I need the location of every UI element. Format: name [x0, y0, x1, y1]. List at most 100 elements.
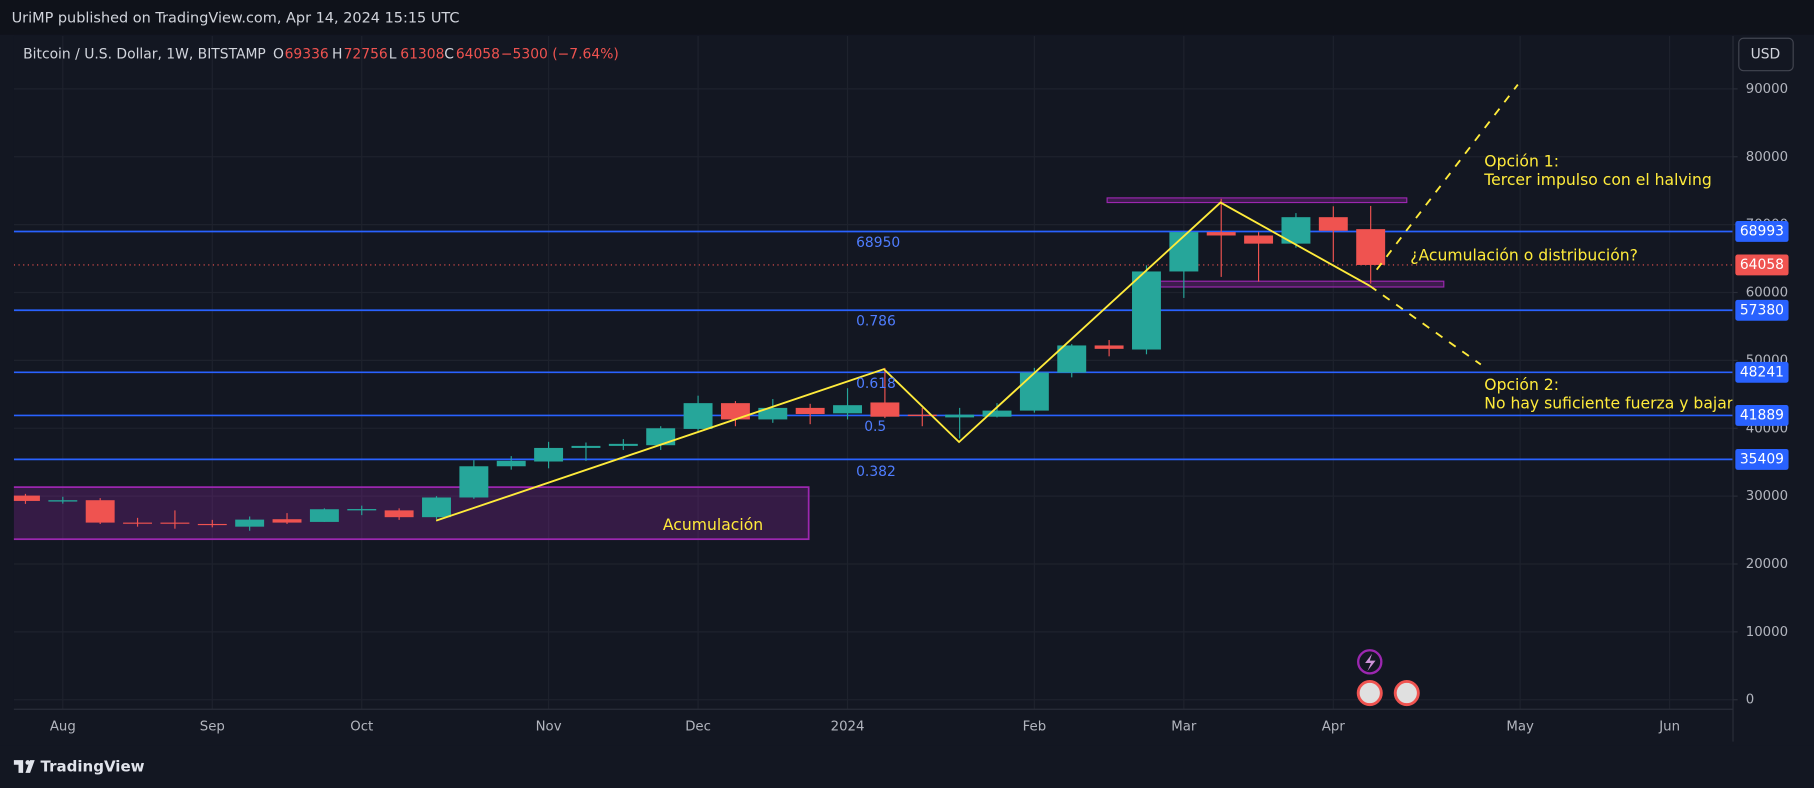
- candle-body: [384, 510, 414, 518]
- legend-key: H: [332, 46, 342, 62]
- candle-body: [235, 519, 265, 527]
- candle-body: [795, 407, 825, 415]
- y-tick-label: 0: [1746, 693, 1754, 708]
- x-tick-label: Jun: [1658, 720, 1680, 735]
- candle-body: [571, 445, 601, 448]
- event-flag[interactable]: [1393, 680, 1420, 707]
- fib-label: 68950: [856, 235, 900, 251]
- x-tick-label: Aug: [50, 720, 76, 735]
- currency-label: USD: [1751, 46, 1781, 62]
- y-tick-label: 80000: [1746, 150, 1788, 165]
- price-tag: [1735, 361, 1789, 383]
- annotation: Opción 1:: [1484, 153, 1559, 171]
- annotation: Acumulación: [663, 516, 763, 534]
- brand-name: TradingView: [40, 758, 144, 776]
- legend-key: O: [273, 46, 284, 62]
- x-tick-label: 2024: [831, 720, 865, 735]
- currency-button[interactable]: [1738, 37, 1794, 72]
- lightning-icon: [1365, 653, 1376, 672]
- candle-body: [646, 428, 676, 446]
- brand-logo-dot: [25, 760, 31, 765]
- zigzag-line: [435, 201, 1371, 522]
- candle-body: [982, 410, 1012, 417]
- candle-body: [534, 447, 564, 462]
- candle-body: [833, 405, 862, 414]
- annotation: No hay suficiente fuerza y bajar: [1484, 394, 1734, 412]
- fib-label: 0.618: [856, 376, 896, 392]
- legend-value: 61308: [400, 46, 444, 62]
- price-tag: [1735, 221, 1789, 242]
- footer: [0, 745, 1814, 788]
- symbol-title: Bitcoin / U.S. Dollar, 1W, BITSTAMP: [23, 46, 266, 62]
- candle-body: [459, 466, 489, 498]
- published-line: UriMP published on TradingView.com, Apr …: [12, 11, 460, 27]
- fib-label: 0.786: [856, 314, 896, 330]
- price-tag-label: 41889: [1740, 407, 1784, 423]
- x-tick-label: Mar: [1171, 720, 1197, 735]
- event-flag[interactable]: [1356, 680, 1383, 707]
- drawings-front: Opción 1: Tercer impulso con el halving …: [435, 83, 1734, 707]
- price-tag-label: 35409: [1740, 451, 1784, 467]
- option1-path: [1375, 83, 1519, 271]
- candle-body: [123, 522, 153, 524]
- last-price-tag: [1735, 254, 1789, 276]
- candle-body: [48, 500, 78, 502]
- candle-body: [907, 414, 937, 417]
- price-tag: [1735, 449, 1789, 470]
- candle-body: [197, 523, 227, 526]
- legend-value: 64058: [456, 46, 500, 62]
- price-tag-label: 68993: [1740, 223, 1784, 239]
- candle-body: [13, 495, 40, 501]
- price-tag: [1735, 405, 1789, 426]
- candle-body: [608, 443, 638, 446]
- candle-body: [160, 522, 190, 524]
- annotation: Opción 2:: [1484, 376, 1559, 394]
- legend-change: −5300 (−7.64%): [501, 46, 619, 62]
- candle-body: [1318, 217, 1348, 231]
- candle-body: [422, 497, 451, 518]
- candle-body: [870, 402, 900, 417]
- candle-body: [272, 519, 302, 523]
- candle-body: [1169, 232, 1199, 272]
- candle-body: [945, 414, 975, 418]
- x-tick-label: Oct: [350, 720, 373, 735]
- y-tick-label: 90000: [1746, 82, 1788, 97]
- candle-body: [1057, 345, 1087, 373]
- candle-body: [758, 407, 788, 420]
- x-tick-label: Sep: [200, 720, 225, 735]
- legend-key: L: [389, 46, 397, 62]
- x-tick-label: Dec: [685, 720, 711, 735]
- candle-body: [1019, 372, 1049, 411]
- legend: Bitcoin / U.S. Dollar, 1W, BITSTAMP O 69…: [23, 46, 619, 62]
- fib-label: 0.382: [856, 464, 896, 480]
- candles: [13, 198, 1386, 531]
- legend-value: 69336: [285, 46, 329, 62]
- candle-body: [720, 403, 750, 420]
- candle-body: [683, 403, 713, 429]
- x-tick-label: May: [1506, 720, 1534, 735]
- candle-body: [85, 500, 115, 523]
- price-tag-label: 57380: [1740, 302, 1784, 318]
- fib-label: 0.5: [864, 419, 886, 435]
- candle-body: [1244, 235, 1274, 244]
- candle-body: [309, 509, 339, 522]
- price-tag-label: 48241: [1740, 364, 1784, 380]
- candle-body: [496, 460, 526, 467]
- candle-body: [1132, 271, 1161, 350]
- price-tag: [1735, 299, 1789, 321]
- header-bar: [0, 0, 1814, 35]
- annotation: ¿Acumulación o distribución?: [1410, 246, 1638, 264]
- annotation: Tercer impulso con el halving: [1483, 171, 1712, 189]
- candle-body: [1206, 232, 1236, 236]
- range-bottom-box: [1159, 280, 1445, 288]
- candle-body: [347, 509, 377, 511]
- x-tick-label: Apr: [1322, 720, 1346, 735]
- legend-key: C: [444, 46, 454, 62]
- candle-body: [1356, 229, 1386, 265]
- range-top-box: [1106, 197, 1408, 204]
- x-tick-label: Feb: [1023, 720, 1047, 735]
- last-price-label: 64058: [1740, 257, 1784, 273]
- legend-value: 72756: [344, 46, 388, 62]
- y-tick-label: 10000: [1746, 625, 1788, 640]
- axes: 0100002000030000400005000060000700008000…: [50, 82, 1789, 735]
